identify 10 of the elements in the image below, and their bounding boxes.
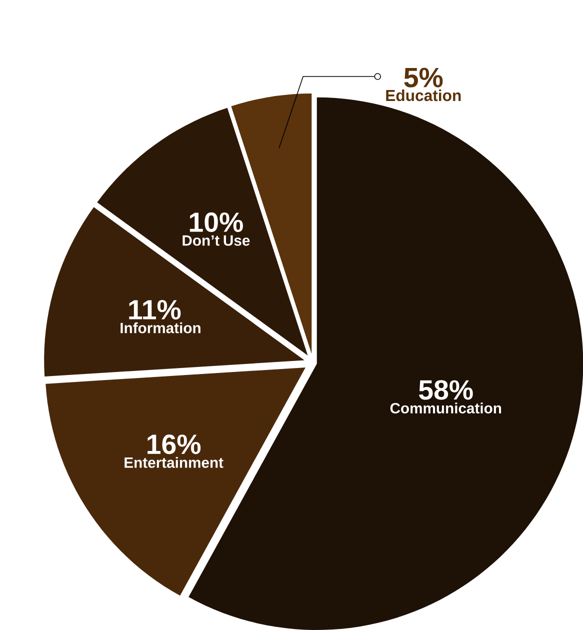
- data-label: 11%: [129, 300, 181, 320]
- slice-label: Entertainment: [124, 456, 224, 468]
- data-label: 16%: [147, 434, 200, 454]
- data-label: 10%: [190, 212, 243, 232]
- slice-label: Information: [120, 322, 200, 334]
- slice-label: Education: [386, 89, 461, 102]
- slice-label: Don’t Use: [182, 235, 250, 246]
- data-label: 5%: [404, 68, 443, 88]
- slice-label: Communication: [390, 402, 501, 414]
- data-label: 58%: [418, 380, 473, 400]
